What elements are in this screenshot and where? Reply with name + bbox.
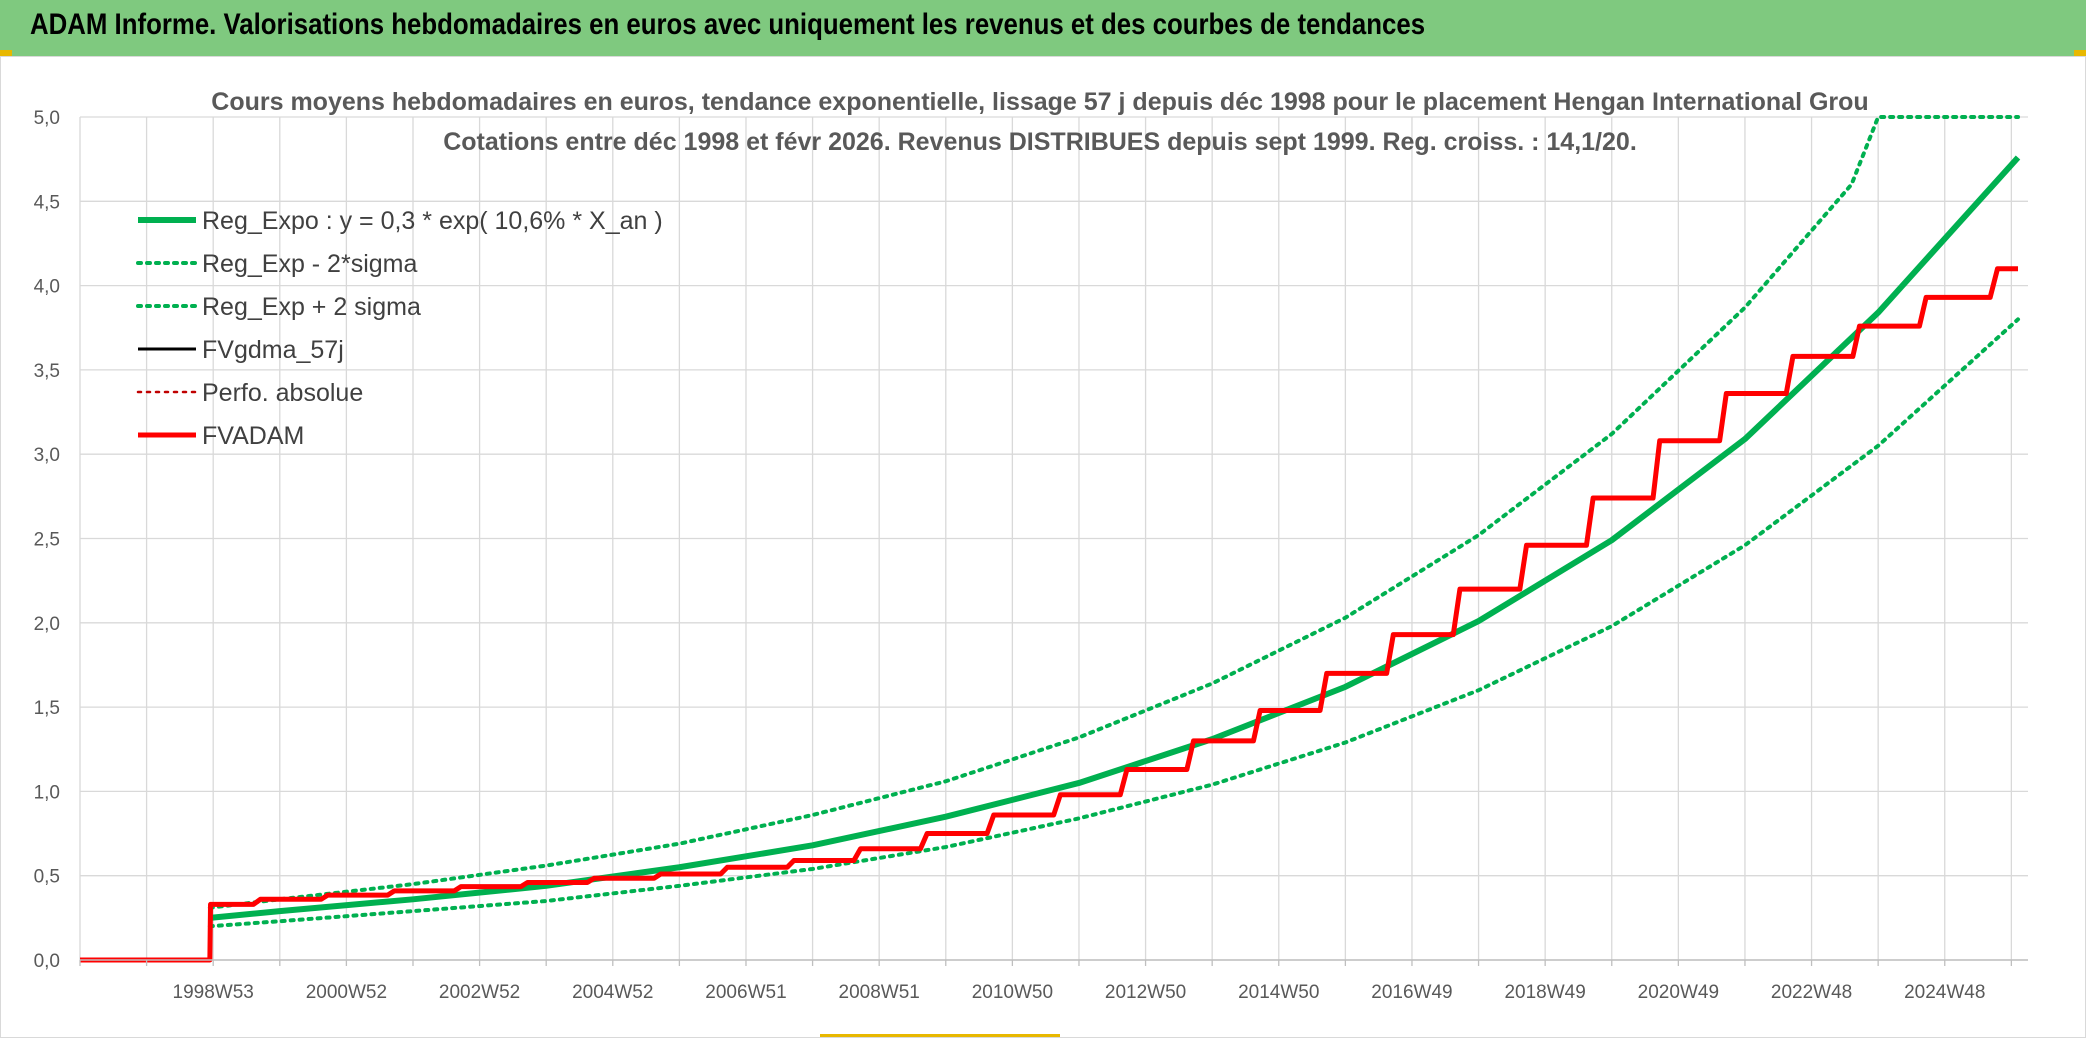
legend-label: Reg_Exp + 2 sigma [202,293,421,321]
x-tick-label: 2022W48 [1771,982,1852,1003]
chart-grid [79,116,2028,961]
bottom-accent [820,1034,1060,1038]
x-tick-label: 2012W50 [1105,982,1186,1003]
x-tick-label: 2002W52 [439,982,520,1003]
x-tick-label: 2020W49 [1638,982,1719,1003]
corner-accent-left [0,50,12,56]
x-tick-label: 2006W51 [705,982,786,1003]
y-tick-label: 0,5 [34,867,60,888]
x-tick-label: 2018W49 [1504,982,1585,1003]
legend-label: Perfo. absolue [202,379,363,407]
x-tick-label: 2014W50 [1238,982,1319,1003]
legend-label: Reg_Expo : y = 0,3 * exp( 10,6% * X_an ) [202,207,663,235]
x-tick-label: 2000W52 [306,982,387,1003]
x-tick-label: 2008W51 [839,982,920,1003]
x-tick-label: 2024W48 [1904,982,1985,1003]
corner-accent-right [2074,50,2086,56]
series-line-2 [207,115,2021,910]
legend-label: Reg_Exp - 2*sigma [202,250,417,278]
y-tick-label: 5,0 [34,108,60,129]
series-line-3 [80,267,2019,962]
legend-label: FVADAM [202,422,304,450]
x-tick-label: 1998W53 [173,982,254,1003]
x-tick-label: 2010W50 [972,982,1053,1003]
y-tick-label: 0,0 [34,951,60,972]
series-line-5 [80,266,2019,963]
y-tick-label: 3,5 [34,361,60,382]
x-tick-label: 2004W52 [572,982,653,1003]
legend-label: FVgdma_57j [202,336,344,364]
chart-subtitle: Cotations entre déc 1998 et févr 2026. R… [443,128,1637,156]
y-tick-label: 3,0 [34,445,60,466]
y-tick-label: 4,5 [34,192,60,213]
y-tick-label: 2,5 [34,530,60,551]
y-tick-label: 2,0 [34,614,60,635]
y-tick-label: 1,5 [34,698,60,719]
y-tick-label: 1,0 [34,782,60,803]
chart-axes: 0,0 0,5 1,0 1,5 2,0 2,5 3,0 3,5 4,0 4,5 5,0 1998W53… [34,108,2028,1003]
chart-title: Cours moyens hebdomadaires en euros, ten… [211,88,1868,116]
chart-series [80,115,2021,963]
y-tick-label: 4,0 [34,277,60,298]
series-line-1 [207,317,2021,929]
chart-legend: Reg_Expo : y = 0,3 * exp( 10,6% * X_an )… [136,207,663,450]
series-line-0 [209,155,2021,921]
x-tick-label: 2016W49 [1371,982,1452,1003]
header-banner: ADAM Informe. Valorisations hebdomadaire… [0,0,2086,56]
header-title: ADAM Informe. Valorisations hebdomadaire… [30,8,1426,41]
